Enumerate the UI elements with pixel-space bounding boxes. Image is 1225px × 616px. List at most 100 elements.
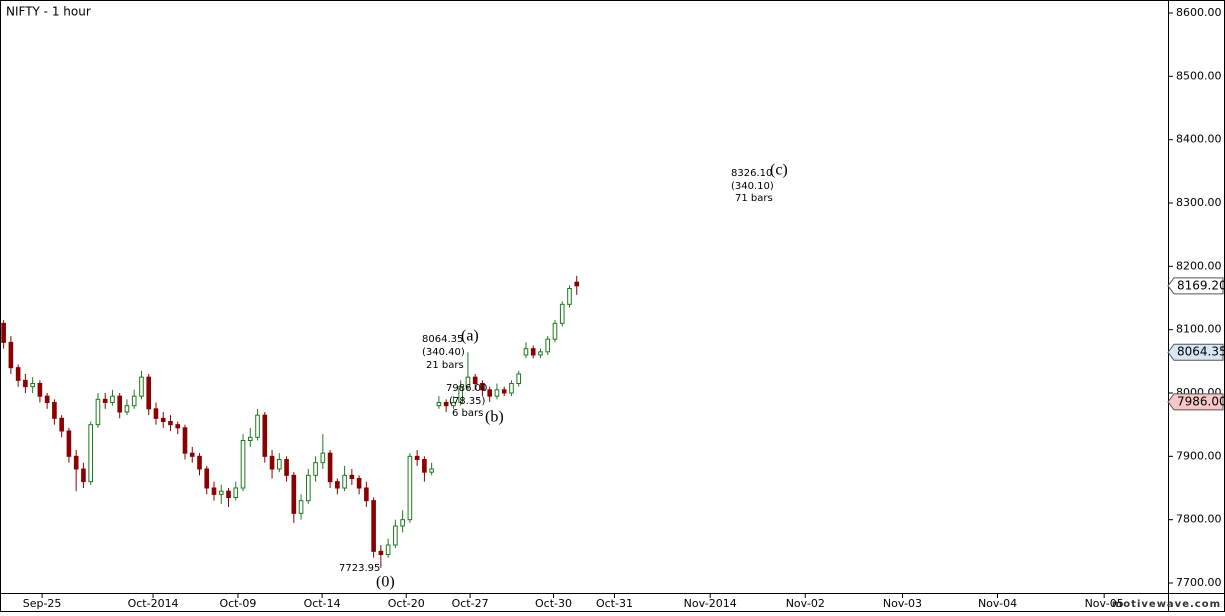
candle-body bbox=[81, 468, 86, 483]
chart-title: NIFTY - 1 hour bbox=[6, 5, 91, 19]
annotation: (b) bbox=[485, 409, 504, 426]
candle-body bbox=[23, 379, 28, 388]
candle-body bbox=[269, 455, 275, 470]
annotation: 7723.95 bbox=[339, 563, 380, 574]
candle-body bbox=[501, 389, 507, 394]
candle-body bbox=[545, 338, 551, 353]
candle-body bbox=[146, 376, 152, 410]
candle-body bbox=[306, 474, 311, 502]
y-tick-label: 8500.00 bbox=[1176, 69, 1222, 82]
candle-body bbox=[284, 459, 289, 476]
candle-body bbox=[298, 500, 304, 514]
candle-body bbox=[247, 436, 253, 442]
x-tick-label: Oct-27 bbox=[452, 597, 489, 610]
candle-body bbox=[567, 288, 572, 305]
x-tick-label: Nov-05 bbox=[1085, 597, 1124, 610]
candle-body bbox=[407, 455, 413, 521]
candle-body bbox=[189, 452, 195, 457]
price-marker bbox=[1167, 277, 1224, 295]
x-tick-label: Oct-31 bbox=[596, 597, 633, 610]
annotation: 21 bars bbox=[426, 360, 464, 371]
candle-body bbox=[197, 455, 202, 470]
candle-body bbox=[393, 525, 398, 546]
candle-body bbox=[480, 383, 485, 391]
price-marker-label: 7986.00 bbox=[1177, 394, 1225, 408]
candle-body bbox=[8, 341, 14, 369]
annotation: (a) bbox=[461, 328, 479, 345]
x-tick-label: Nov-02 bbox=[786, 597, 825, 610]
y-tick-label: 7900.00 bbox=[1176, 449, 1222, 462]
candle-body bbox=[349, 474, 355, 480]
candle-body bbox=[1, 322, 6, 343]
annotation: (340.10) bbox=[731, 181, 774, 192]
annotation: 7986.00 bbox=[446, 383, 487, 394]
candle-body bbox=[509, 383, 514, 394]
x-tick-label: Oct-30 bbox=[535, 597, 572, 610]
candle-body bbox=[385, 544, 391, 555]
candle-body bbox=[44, 395, 50, 403]
x-tick-label: Nov-03 bbox=[883, 597, 922, 610]
candle-body bbox=[335, 481, 340, 489]
annotation: 8326.10 bbox=[731, 168, 772, 179]
watermark: motivewave.com bbox=[1112, 599, 1221, 610]
candle-body bbox=[204, 468, 210, 489]
candle-body bbox=[291, 474, 297, 514]
candle-body bbox=[472, 376, 478, 384]
candle-body bbox=[451, 402, 456, 407]
candle-body bbox=[117, 395, 123, 413]
candle-body bbox=[15, 367, 21, 381]
candle-body bbox=[342, 474, 347, 489]
candle-body bbox=[168, 421, 173, 426]
y-tick-label: 8100.00 bbox=[1176, 323, 1222, 336]
x-tick-label: Oct-2014 bbox=[128, 597, 179, 610]
x-tick-label: Nov-04 bbox=[978, 597, 1017, 610]
candle-body bbox=[552, 322, 558, 340]
candle-body bbox=[110, 395, 115, 403]
price-marker bbox=[1167, 393, 1224, 411]
annotation: (78.35) bbox=[449, 396, 486, 407]
candle-body bbox=[516, 373, 522, 384]
candle-body bbox=[255, 414, 260, 438]
candle-body bbox=[538, 351, 543, 356]
candle-body bbox=[443, 402, 449, 407]
candle-body bbox=[102, 398, 108, 404]
candle-body bbox=[262, 414, 268, 457]
y-tick-label: 8600.00 bbox=[1176, 6, 1222, 19]
candle-body bbox=[233, 487, 239, 498]
annotation: 71 bars bbox=[735, 193, 773, 204]
annotation: (c) bbox=[770, 162, 788, 179]
annotation: 6 bars bbox=[452, 408, 483, 419]
candle-body bbox=[240, 440, 246, 489]
annotation: 8064.35 bbox=[422, 334, 463, 345]
candle-body bbox=[530, 348, 536, 356]
x-tick-label: Oct-09 bbox=[219, 597, 256, 610]
candle-body bbox=[211, 487, 217, 495]
candle-body bbox=[59, 417, 64, 432]
candle-body bbox=[52, 402, 57, 419]
candle-body bbox=[436, 402, 442, 407]
price-marker-label: 8064.35 bbox=[1177, 345, 1225, 359]
y-tick-label: 8300.00 bbox=[1176, 196, 1222, 209]
candle-body bbox=[414, 455, 420, 461]
price-marker-label: 8169.20 bbox=[1177, 278, 1225, 292]
candle-body bbox=[73, 455, 79, 470]
x-tick-label: Oct-20 bbox=[388, 597, 425, 610]
candle-body bbox=[153, 408, 159, 419]
candle-body bbox=[574, 281, 580, 287]
candle-body bbox=[371, 500, 376, 552]
x-tick-label: Nov-2014 bbox=[684, 597, 737, 610]
candle-body bbox=[465, 376, 471, 388]
x-tick-label: Oct-14 bbox=[304, 597, 341, 610]
candle-body bbox=[37, 383, 43, 397]
candle-body bbox=[175, 424, 181, 429]
annotation: (340.40) bbox=[422, 347, 465, 358]
y-tick-label: 7700.00 bbox=[1176, 576, 1222, 589]
candle-body bbox=[523, 348, 529, 356]
candle-body bbox=[131, 395, 137, 407]
candle-body bbox=[182, 427, 188, 454]
candle-body bbox=[160, 417, 166, 423]
candle-body bbox=[356, 478, 362, 489]
candle-body bbox=[559, 303, 565, 324]
candle-body bbox=[226, 490, 231, 498]
candle-body bbox=[327, 452, 333, 483]
